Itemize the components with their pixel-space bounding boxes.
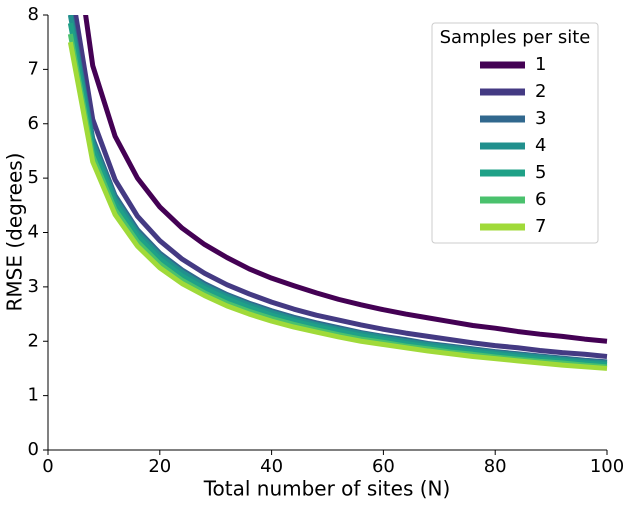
x-tick-label: 20 — [148, 456, 171, 477]
series-line — [73, 15, 608, 359]
legend-box — [431, 22, 599, 244]
x-tick-label: 0 — [42, 456, 53, 477]
y-tick-label: 2 — [28, 330, 39, 351]
x-tick-label: 40 — [260, 456, 283, 477]
legend-label: 3 — [535, 108, 546, 129]
x-tick-label: 60 — [372, 456, 395, 477]
plot-area — [67, 15, 608, 371]
x-tick-label: 100 — [590, 456, 624, 477]
y-axis-label: RMSE (degrees) — [3, 153, 27, 312]
legend-label: 5 — [535, 162, 546, 183]
legend-label: 6 — [535, 189, 546, 210]
series-line — [67, 41, 608, 371]
y-tick-label: 3 — [28, 276, 39, 297]
legend-label: 4 — [535, 135, 546, 156]
y-tick-label: 4 — [28, 222, 39, 243]
legend-label: 1 — [535, 54, 546, 75]
series-line — [83, 15, 608, 344]
y-tick-label: 6 — [28, 113, 39, 134]
x-tick-label: 80 — [484, 456, 507, 477]
y-tick-label: 5 — [28, 167, 39, 188]
x-axis-label: Total number of sites (N) — [203, 477, 451, 501]
y-tick-label: 8 — [28, 4, 39, 25]
y-tick-label: 0 — [28, 439, 39, 460]
legend-title: Samples per site — [440, 27, 591, 48]
legend-label: 7 — [535, 216, 546, 237]
y-tick-label: 1 — [28, 385, 39, 406]
y-tick-label: 7 — [28, 58, 39, 79]
legend-label: 2 — [535, 81, 546, 102]
